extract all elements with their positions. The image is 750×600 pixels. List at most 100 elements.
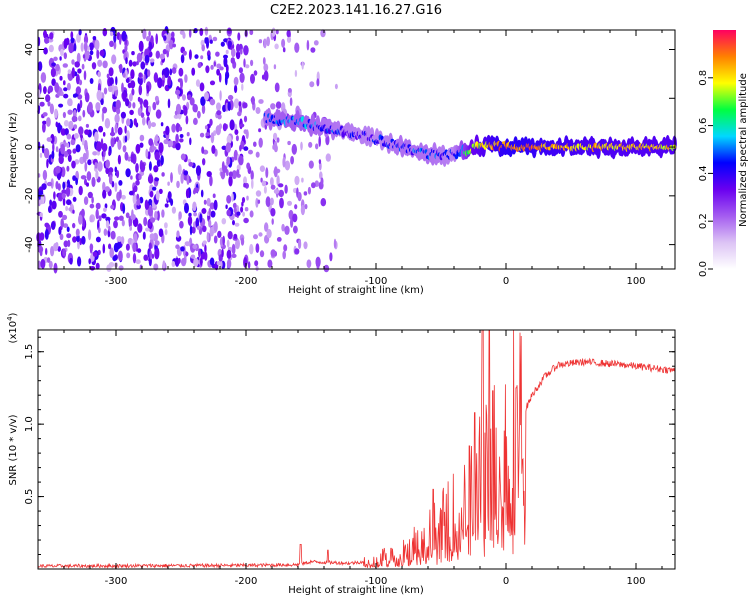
noise-mark bbox=[303, 241, 308, 250]
noise-mark bbox=[266, 228, 272, 239]
noise-mark bbox=[51, 150, 55, 160]
noise-mark bbox=[267, 259, 273, 268]
noise-mark bbox=[226, 239, 230, 248]
noise-mark bbox=[88, 258, 91, 265]
noise-mark bbox=[313, 40, 319, 46]
noise-mark bbox=[144, 54, 150, 64]
noise-mark bbox=[156, 158, 161, 167]
noise-mark bbox=[298, 239, 302, 249]
noise-mark bbox=[117, 154, 121, 165]
noise-mark bbox=[86, 182, 89, 187]
noise-mark bbox=[273, 166, 278, 178]
noise-mark bbox=[145, 227, 150, 232]
noise-mark bbox=[136, 52, 143, 63]
noise-mark bbox=[270, 207, 276, 217]
noise-mark bbox=[171, 123, 176, 133]
noise-mark bbox=[199, 132, 205, 138]
noise-mark bbox=[137, 248, 142, 253]
noise-mark bbox=[77, 94, 83, 100]
noise-mark bbox=[95, 262, 100, 270]
noise-mark bbox=[217, 230, 222, 238]
noise-mark bbox=[276, 175, 280, 187]
noise-mark bbox=[238, 67, 243, 74]
noise-mark bbox=[111, 180, 115, 188]
noise-mark bbox=[100, 98, 104, 106]
noise-mark bbox=[139, 134, 145, 142]
noise-mark bbox=[257, 199, 261, 204]
noise-mark bbox=[73, 133, 79, 139]
noise-mark bbox=[128, 59, 133, 67]
noise-mark bbox=[138, 72, 142, 78]
noise-mark bbox=[138, 174, 142, 180]
noise-mark bbox=[175, 244, 180, 249]
noise-mark bbox=[155, 33, 158, 45]
noise-mark bbox=[248, 149, 253, 155]
noise-mark bbox=[157, 77, 163, 89]
noise-mark bbox=[68, 120, 74, 130]
noise-mark bbox=[258, 39, 263, 44]
noise-mark bbox=[53, 242, 59, 252]
noise-mark bbox=[209, 202, 215, 210]
x-tick-label: 0 bbox=[503, 576, 509, 587]
noise-mark bbox=[70, 139, 76, 146]
noise-mark bbox=[66, 179, 71, 189]
noise-mark bbox=[92, 251, 98, 257]
noise-mark bbox=[55, 63, 60, 72]
noise-mark bbox=[243, 146, 249, 151]
noise-mark bbox=[114, 113, 120, 124]
noise-mark bbox=[209, 80, 216, 86]
noise-mark bbox=[311, 182, 316, 189]
noise-mark bbox=[227, 40, 232, 48]
noise-mark bbox=[99, 49, 105, 57]
noise-mark bbox=[220, 261, 223, 268]
noise-mark bbox=[263, 38, 267, 49]
noise-mark bbox=[131, 88, 135, 96]
noise-mark bbox=[243, 217, 249, 224]
noise-mark bbox=[46, 158, 49, 169]
noise-mark bbox=[202, 240, 207, 245]
noise-mark bbox=[77, 68, 82, 74]
noise-mark bbox=[122, 145, 127, 153]
noise-mark bbox=[124, 44, 128, 52]
noise-mark bbox=[184, 74, 188, 83]
y-tick-label: 0 bbox=[24, 144, 35, 150]
noise-mark bbox=[44, 229, 49, 240]
noise-mark bbox=[44, 37, 49, 44]
noise-mark bbox=[270, 103, 276, 110]
noise-mark bbox=[55, 121, 59, 128]
noise-mark bbox=[182, 94, 186, 101]
noise-mark bbox=[124, 151, 129, 161]
noise-mark bbox=[124, 125, 127, 134]
noise-mark bbox=[65, 37, 70, 46]
colorbar-tick-label: 0.8 bbox=[698, 70, 709, 86]
noise-mark bbox=[309, 81, 315, 88]
noise-mark bbox=[274, 43, 279, 50]
noise-mark bbox=[69, 257, 73, 265]
noise-mark bbox=[108, 167, 114, 174]
noise-mark bbox=[226, 249, 232, 259]
noise-mark bbox=[255, 243, 260, 254]
noise-mark bbox=[108, 150, 111, 157]
x-tick-label: -200 bbox=[235, 276, 258, 287]
noise-mark bbox=[251, 178, 254, 189]
noise-mark bbox=[222, 123, 227, 132]
noise-mark bbox=[45, 247, 48, 256]
noise-mark bbox=[223, 56, 228, 68]
noise-mark bbox=[64, 128, 69, 136]
noise-mark bbox=[181, 257, 187, 267]
noise-mark bbox=[211, 145, 216, 154]
noise-mark bbox=[243, 182, 247, 188]
noise-mark bbox=[310, 47, 316, 53]
y-tick-label: 40 bbox=[24, 43, 35, 56]
noise-mark bbox=[40, 72, 47, 83]
noise-mark bbox=[201, 146, 205, 154]
noise-mark bbox=[228, 175, 233, 187]
noise-mark bbox=[166, 50, 169, 58]
noise-mark bbox=[283, 244, 288, 252]
noise-mark bbox=[113, 40, 117, 50]
snr-background bbox=[38, 330, 675, 569]
noise-mark bbox=[88, 229, 92, 241]
noise-mark bbox=[116, 236, 123, 242]
noise-mark bbox=[148, 161, 152, 171]
noise-mark bbox=[118, 250, 123, 262]
